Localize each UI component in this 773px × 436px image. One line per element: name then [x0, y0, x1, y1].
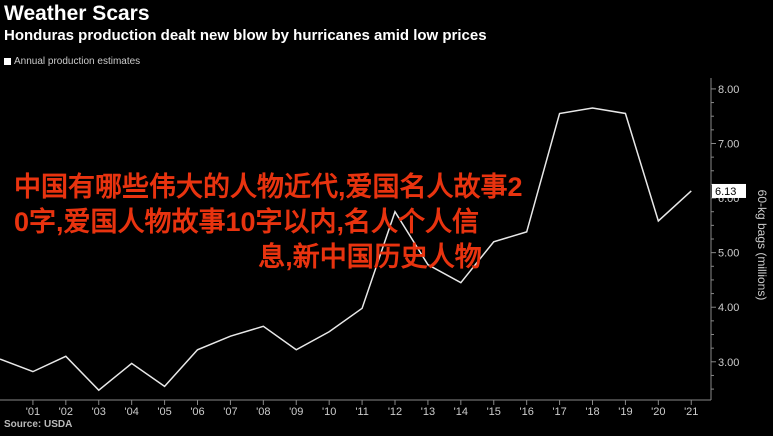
series-line-production — [0, 107, 692, 392]
x-tick-label: '09 — [289, 406, 303, 418]
y-tick-label: 8.00 — [718, 84, 739, 96]
chart-title: Weather Scars — [4, 2, 150, 25]
x-tick-label: '18 — [585, 406, 599, 418]
source-note: Source: USDA — [4, 419, 73, 430]
legend-label: Annual production estimates — [14, 56, 141, 67]
x-tick-label: '14 — [454, 406, 468, 418]
x-tick-label: '13 — [421, 406, 435, 418]
x-tick-label: '16 — [519, 406, 533, 418]
x-tick-label: '20 — [651, 406, 665, 418]
x-tick-label: '08 — [256, 406, 270, 418]
legend: Annual production estimates — [4, 56, 140, 67]
overlay-line-2: 0字,爱国人物故事10字以内,名人个人信 — [14, 207, 480, 237]
chart-axes: '01 '02 '03 '04 '05 '06 '07 '08 '09 '10 '11 '12 '13 '… — [0, 78, 746, 418]
x-tick-label: '04 — [124, 406, 138, 418]
y-axis-label-container: 60-kg bags (millions) — [748, 130, 769, 360]
x-tick-label: '07 — [223, 406, 237, 418]
y-tick-label: 7.00 — [718, 138, 739, 150]
legend-swatch — [4, 58, 11, 65]
y-tick-label: 3.00 — [718, 357, 739, 369]
last-value-label: 6.13 — [715, 186, 736, 198]
x-tick-label: '06 — [190, 406, 204, 418]
last-value-badge-bg — [712, 183, 746, 198]
x-tick-label: '15 — [487, 406, 501, 418]
overlay-line-3: 息,新中国历史人物 — [258, 242, 482, 272]
y-axis-label: 60-kg bags (millions) — [755, 190, 768, 301]
y-tick-label: 5.00 — [718, 248, 739, 260]
overlay-line-1: 中国有哪些伟大的人物近代,爱国名人故事2 — [14, 172, 523, 202]
overlay-text: 中国有哪些伟大的人物近代,爱国名人故事2 0字,爱国人物故事10字以内,名人个人… — [14, 170, 726, 275]
x-tick-label: '03 — [92, 406, 106, 418]
x-tick-label: '17 — [552, 406, 566, 418]
chart-series — [0, 107, 692, 392]
x-tick-label: '05 — [157, 406, 171, 418]
x-tick-label: '21 — [684, 406, 698, 418]
x-tick-label: '10 — [322, 406, 336, 418]
x-tick-label: '11 — [355, 406, 369, 418]
last-value-badge: 6.13 — [712, 183, 746, 198]
x-tick-label: '02 — [59, 406, 73, 418]
chart-subtitle: Honduras production dealt new blow by hu… — [4, 27, 487, 44]
x-tick-label: '01 — [26, 406, 40, 418]
x-tick-label: '12 — [388, 406, 402, 418]
y-tick-label: 4.00 — [718, 302, 739, 314]
x-tick-label: '19 — [618, 406, 632, 418]
